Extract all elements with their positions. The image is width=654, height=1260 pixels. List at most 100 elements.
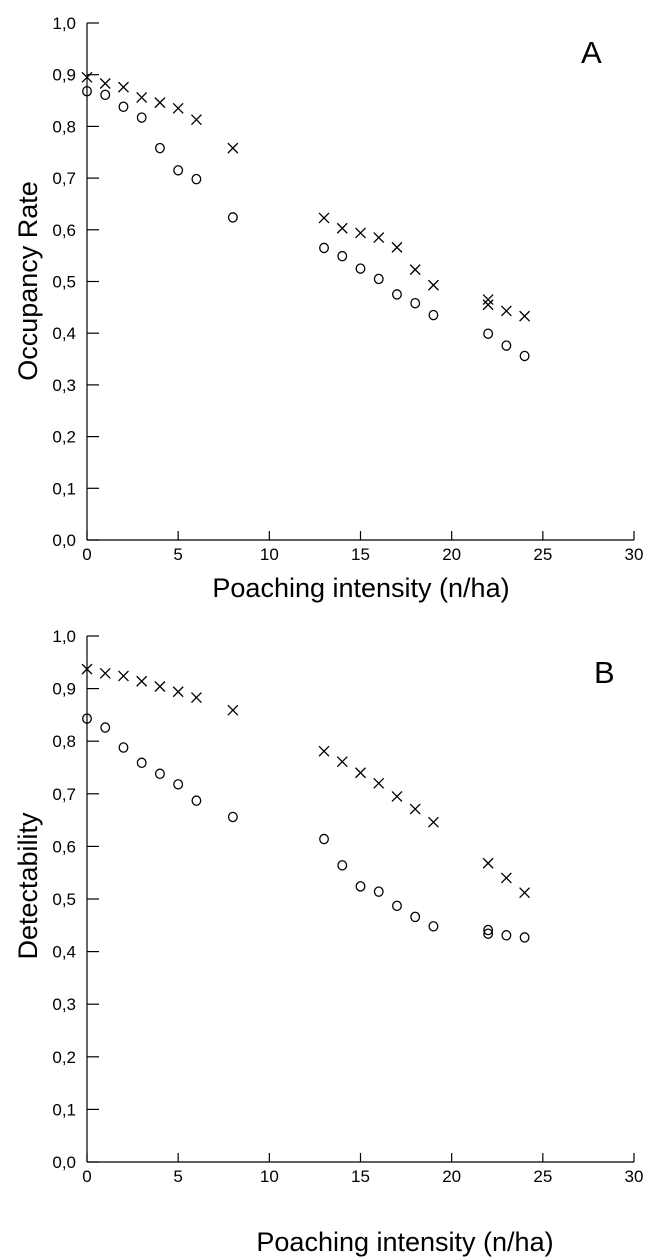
point-x-marker-b [409, 803, 421, 815]
panel-letter-b: B [594, 655, 615, 690]
point-circle-marker-b [410, 911, 421, 923]
y-tick-label-b: 0,2 [52, 1048, 76, 1067]
point-x-marker-a [355, 227, 366, 239]
point-x-marker-a [500, 305, 512, 317]
point-circle-marker-b [154, 768, 165, 780]
point-circle-marker-a [136, 112, 147, 123]
point-x-marker-b [355, 767, 366, 779]
y-tick-label-b: 0,7 [52, 785, 76, 804]
point-x-marker-b [519, 887, 531, 899]
point-x-marker-a [118, 81, 129, 93]
point-x-marker-a [427, 279, 439, 291]
point-circle-marker-a [428, 309, 439, 321]
point-circle-marker-a [483, 328, 494, 339]
point-x-marker-a [190, 114, 202, 126]
y-tick-label-a: 0,3 [52, 376, 76, 395]
point-circle-marker-a [410, 297, 421, 309]
y-tick-label-b: 0,8 [52, 732, 76, 751]
x-tick-label-b: 10 [260, 1167, 279, 1186]
point-circle-marker-b [483, 924, 494, 936]
x-tick-label-b: 5 [173, 1167, 182, 1186]
y-tick-label-b: 0,4 [52, 943, 76, 962]
point-x-marker-b [427, 816, 439, 828]
y-tick-label-b: 0,9 [52, 680, 76, 699]
panel-b: B Poaching intensity (n/ha) Detectabilit… [13, 627, 643, 1257]
point-x-marker-b [318, 745, 330, 757]
point-circle-marker-b [373, 886, 384, 897]
point-x-marker-a [81, 71, 93, 83]
point-circle-marker-b [136, 757, 147, 769]
y-tick-label-a: 0,7 [52, 169, 76, 188]
y-tick-label-a: 0,8 [52, 117, 76, 136]
point-circle-marker-b [483, 928, 494, 939]
point-x-marker-b [172, 686, 184, 698]
point-circle-marker-a [392, 289, 402, 300]
point-circle-marker-a [319, 242, 329, 254]
y-tick-label-b: 0,6 [52, 837, 76, 856]
point-circle-marker-b [519, 932, 530, 943]
point-circle-marker-b [501, 930, 512, 941]
point-x-marker-a [391, 241, 403, 253]
y-tick-label-a: 0,0 [52, 531, 76, 550]
panel-a: A Poaching intensity (n/ha) Occupancy Ra… [13, 14, 643, 603]
point-circle-marker-a [82, 85, 92, 97]
y-tick-label-b: 1,0 [52, 627, 76, 646]
y-tick-label-a: 0,6 [52, 221, 76, 240]
point-circle-marker-b [118, 742, 129, 753]
point-x-marker-b [154, 681, 166, 692]
point-x-marker-b [373, 777, 385, 789]
y-axis-title-a: Occupancy Rate [13, 181, 43, 381]
point-circle-marker-a [191, 173, 202, 185]
point-x-marker-a [172, 102, 184, 114]
point-x-marker-b [482, 857, 494, 869]
y-axis-title-b: Detectability [13, 812, 43, 960]
x-tick-label-b: 30 [625, 1167, 644, 1186]
y-tick-label-b: 0,0 [52, 1153, 76, 1172]
point-circle-marker-a [355, 263, 366, 274]
x-tick-label-a: 15 [351, 545, 370, 564]
x-tick-label-a: 25 [533, 545, 552, 564]
y-tick-label-a: 0,4 [52, 324, 76, 343]
y-tick-label-b: 0,5 [52, 890, 76, 909]
point-x-marker-a [99, 78, 111, 89]
y-tick-label-b: 0,1 [52, 1100, 76, 1119]
point-x-marker-a [336, 222, 348, 234]
point-x-marker-b [391, 790, 403, 802]
point-x-marker-a [482, 294, 494, 306]
y-tick-label-a: 0,1 [52, 479, 76, 498]
point-x-marker-b [118, 670, 129, 682]
point-x-marker-b [81, 663, 93, 675]
x-tick-label-a: 0 [82, 545, 91, 564]
point-circle-marker-b [392, 900, 402, 912]
point-circle-marker-b [82, 713, 92, 724]
x-tick-label-a: 5 [173, 545, 182, 564]
point-x-marker-a [373, 232, 385, 244]
x-tick-label-a: 20 [442, 545, 461, 564]
point-x-marker-b [136, 675, 148, 687]
x-tick-label-b: 20 [442, 1167, 461, 1186]
point-x-marker-b [336, 756, 348, 768]
x-axis-title-a: Poaching intensity (n/ha) [212, 573, 509, 603]
point-x-marker-a [227, 142, 239, 154]
point-x-marker-b [99, 667, 111, 679]
x-tick-label-b: 25 [533, 1167, 552, 1186]
point-x-marker-b [500, 872, 512, 884]
y-tick-label-a: 0,5 [52, 273, 76, 292]
point-x-marker-a [136, 91, 148, 103]
x-tick-label-a: 30 [625, 545, 644, 564]
point-circle-marker-a [173, 165, 184, 176]
y-tick-label-a: 0,2 [52, 428, 76, 447]
y-tick-label-b: 0,3 [52, 995, 76, 1014]
point-circle-marker-a [501, 340, 512, 351]
x-axis-title-b: Poaching intensity (n/ha) [256, 1227, 553, 1257]
point-circle-marker-b [191, 795, 202, 806]
panel-letter-a: A [581, 35, 602, 70]
y-tick-label-a: 0,9 [52, 66, 76, 85]
x-tick-label-b: 15 [351, 1167, 370, 1186]
x-tick-label-b: 0 [82, 1167, 91, 1186]
y-tick-label-a: 1,0 [52, 14, 76, 33]
point-x-marker-a [318, 212, 330, 224]
point-x-marker-a [409, 264, 421, 276]
point-circle-marker-a [227, 212, 238, 223]
